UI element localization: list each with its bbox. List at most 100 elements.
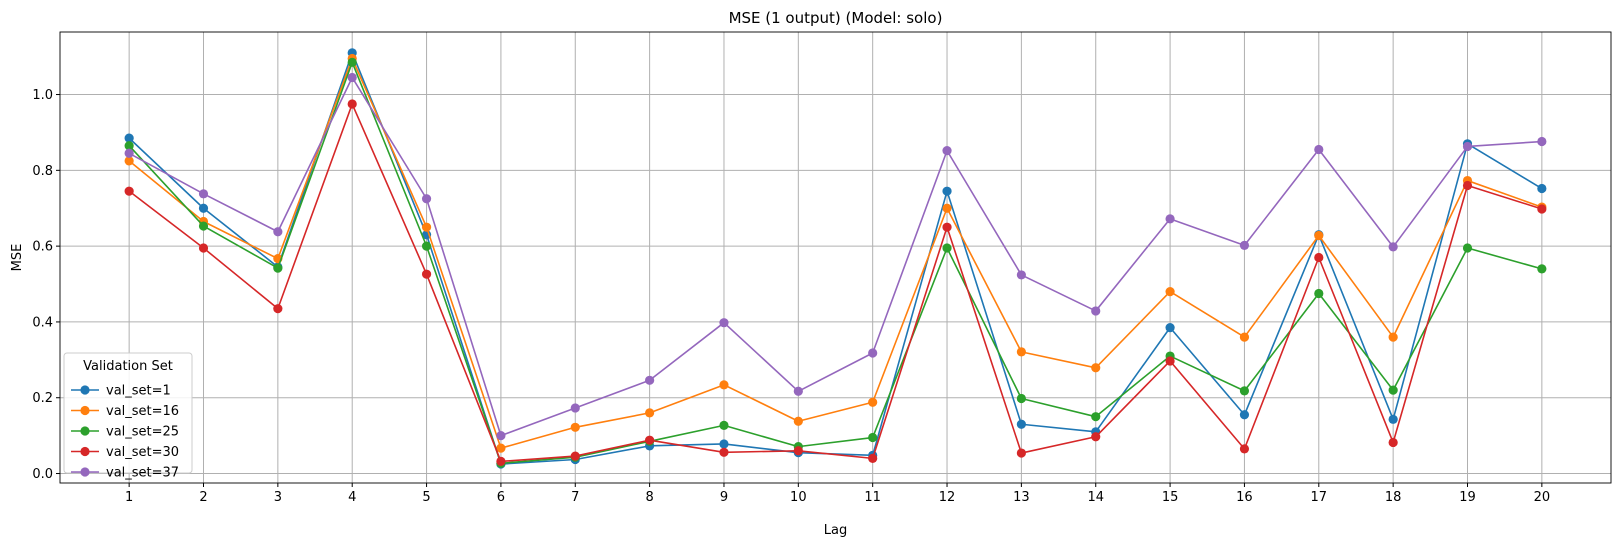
data-point bbox=[496, 431, 506, 441]
legend-item: val_set=30 bbox=[71, 445, 179, 460]
x-tick-label: 18 bbox=[1385, 490, 1402, 505]
data-point bbox=[1239, 444, 1250, 454]
x-tick-label: 19 bbox=[1459, 490, 1476, 505]
data-point bbox=[1462, 243, 1473, 253]
series-3 bbox=[124, 57, 1547, 468]
data-point bbox=[1239, 386, 1250, 396]
legend-marker bbox=[80, 405, 90, 416]
data-point bbox=[1388, 332, 1398, 342]
data-point bbox=[645, 408, 655, 418]
data-point bbox=[645, 375, 655, 385]
data-point bbox=[273, 263, 283, 273]
data-point bbox=[347, 99, 357, 109]
data-point bbox=[793, 446, 803, 456]
legend-marker bbox=[80, 467, 90, 477]
data-point bbox=[1388, 242, 1398, 252]
x-tick-label: 16 bbox=[1236, 490, 1253, 505]
data-point bbox=[1462, 180, 1473, 191]
data-point bbox=[496, 456, 506, 466]
data-point bbox=[421, 222, 432, 232]
series-1 bbox=[124, 48, 1547, 469]
data-point bbox=[1239, 240, 1250, 250]
x-tick-label: 13 bbox=[1013, 490, 1030, 505]
x-tick-label: 5 bbox=[422, 490, 430, 505]
x-tick-label: 10 bbox=[790, 490, 807, 505]
x-axis-title: Lag bbox=[824, 523, 847, 538]
data-point bbox=[793, 416, 803, 426]
y-tick-label: 0.4 bbox=[32, 315, 53, 330]
series-4 bbox=[124, 99, 1547, 466]
legend-label: val_set=1 bbox=[106, 384, 171, 399]
data-point bbox=[1537, 204, 1547, 214]
axis-ticks: 1 2 3 4 5 6 7 8 9 10 11 12 13 14 15 16 17 18 19 200.00.20.4… bbox=[32, 88, 1550, 505]
legend-items: val_set=1 val_set=16 val_set=25 val_set=30v… bbox=[71, 384, 179, 481]
legend-item: val_set=16 bbox=[71, 404, 179, 419]
data-point bbox=[719, 447, 729, 457]
data-point bbox=[1165, 287, 1175, 297]
data-point bbox=[1537, 264, 1547, 274]
data-point bbox=[347, 72, 357, 83]
data-point bbox=[421, 194, 432, 204]
plot-frame bbox=[59, 31, 1612, 484]
data-point bbox=[570, 403, 580, 413]
data-point bbox=[719, 380, 729, 390]
x-tick-label: 8 bbox=[645, 490, 653, 505]
y-axis-title: MSE bbox=[10, 244, 25, 272]
data-point bbox=[1537, 136, 1547, 147]
data-point bbox=[942, 186, 952, 196]
x-tick-label: 9 bbox=[720, 490, 728, 505]
data-point bbox=[1091, 412, 1101, 422]
data-point bbox=[421, 269, 432, 279]
x-tick-label: 6 bbox=[497, 490, 505, 505]
x-tick-label: 1 bbox=[125, 490, 133, 505]
data-point bbox=[198, 221, 209, 231]
data-point bbox=[421, 241, 432, 251]
data-point bbox=[496, 443, 506, 453]
data-point bbox=[719, 420, 729, 430]
data-point bbox=[1388, 385, 1398, 395]
x-tick-label: 20 bbox=[1534, 490, 1551, 505]
legend-label: val_set=25 bbox=[106, 425, 179, 440]
data-point bbox=[198, 203, 209, 213]
data-point bbox=[1165, 356, 1175, 366]
x-tick-label: 14 bbox=[1087, 490, 1104, 505]
y-tick-label: 0.6 bbox=[32, 240, 53, 255]
data-point bbox=[942, 222, 952, 232]
series-line bbox=[128, 103, 1543, 463]
data-point bbox=[1165, 214, 1175, 224]
data-point bbox=[1537, 183, 1547, 194]
data-point bbox=[124, 148, 134, 158]
y-tick-label: 0.8 bbox=[32, 164, 53, 179]
data-point bbox=[1165, 323, 1175, 333]
series-line bbox=[128, 76, 1542, 437]
data-point bbox=[198, 189, 209, 199]
data-point bbox=[1016, 270, 1026, 280]
data-point bbox=[273, 304, 283, 314]
data-point bbox=[1091, 432, 1101, 442]
legend-label: val_set=16 bbox=[106, 404, 179, 419]
data-point bbox=[942, 146, 952, 156]
series-line bbox=[128, 57, 1543, 449]
data-point bbox=[1016, 393, 1026, 404]
data-point bbox=[1091, 363, 1101, 373]
x-tick-label: 15 bbox=[1162, 490, 1179, 505]
data-point bbox=[570, 451, 580, 461]
data-point bbox=[1239, 332, 1250, 342]
data-point bbox=[1016, 347, 1026, 357]
legend-marker bbox=[80, 385, 90, 395]
data-point bbox=[570, 422, 580, 432]
legend-item: val_set=37 bbox=[71, 466, 179, 481]
y-tick-label: 1.0 bbox=[32, 88, 53, 103]
data-point bbox=[645, 435, 655, 445]
data-point bbox=[124, 141, 134, 151]
data-point bbox=[1091, 306, 1101, 316]
legend-marker bbox=[80, 446, 90, 457]
data-point bbox=[719, 318, 729, 328]
data-point bbox=[868, 348, 878, 358]
data-point bbox=[793, 386, 803, 396]
x-tick-label: 17 bbox=[1311, 490, 1328, 505]
legend: Validation Set val_set=1val_set=16val_se… bbox=[63, 352, 193, 481]
grid bbox=[60, 32, 1611, 483]
